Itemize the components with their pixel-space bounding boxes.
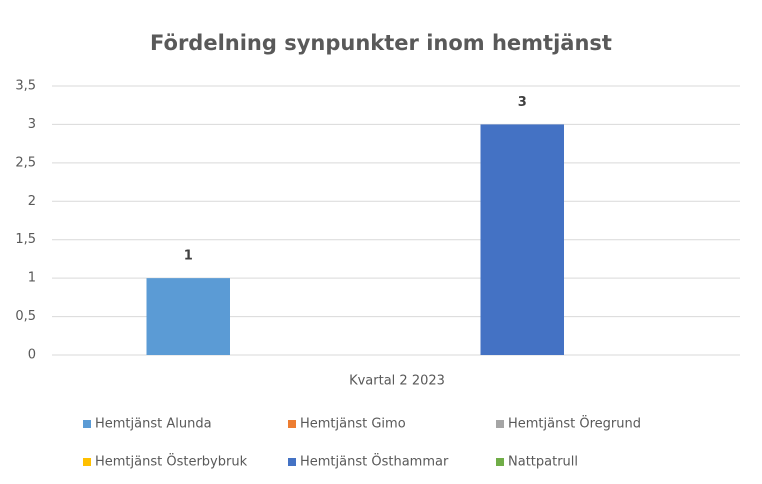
y-tick-label: 3,5	[15, 79, 36, 94]
legend-swatch	[496, 420, 504, 428]
legend-label: Hemtjänst Österbybruk	[95, 453, 248, 470]
y-tick-label: 2	[28, 194, 36, 209]
legend-swatch	[496, 458, 504, 466]
y-tick-label: 2,5	[15, 155, 36, 170]
y-tick-label: 1	[28, 271, 36, 286]
legend-swatch	[288, 458, 296, 466]
x-tick-label: Kvartal 2 2023	[349, 374, 445, 389]
y-tick-label: 1,5	[15, 232, 36, 247]
legend-label: Hemtjänst Alunda	[95, 417, 212, 432]
legend-label: Hemtjänst Gimo	[300, 417, 406, 432]
legend-label: Nattpatrull	[508, 455, 578, 470]
y-tick-label: 0,5	[15, 309, 36, 324]
legend-swatch	[83, 458, 91, 466]
bar	[480, 124, 564, 355]
y-tick-label: 0	[28, 348, 36, 363]
legend-label: Hemtjänst Öregrund	[508, 415, 641, 432]
chart-title: Fördelning synpunkter inom hemtjänst	[150, 31, 612, 55]
legend-swatch	[83, 420, 91, 428]
legend-label: Hemtjänst Östhammar	[300, 453, 449, 470]
data-label: 1	[184, 249, 193, 264]
bar	[146, 278, 230, 355]
legend-swatch	[288, 420, 296, 428]
data-label: 3	[518, 95, 527, 110]
y-tick-label: 3	[28, 117, 36, 132]
